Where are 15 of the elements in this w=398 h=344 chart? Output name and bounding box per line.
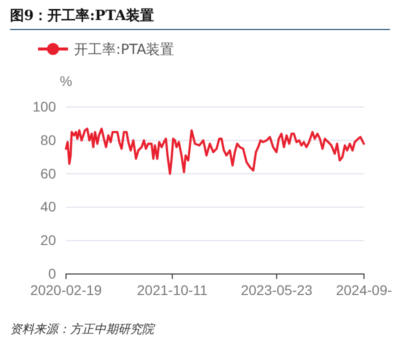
y-tick-label: 0 — [48, 265, 56, 282]
chart-title: 图9：开工率:PTA装置 — [10, 7, 154, 24]
text: 资料来源：方正中期研究院 — [10, 322, 156, 336]
y-tick-label: 100 — [32, 98, 56, 114]
line-series — [64, 128, 365, 175]
x-tick-label: 2021-10-11 — [137, 282, 208, 298]
x-tick-label: 2024-09- — [336, 282, 392, 298]
y-tick-label: 80 — [40, 132, 56, 148]
y-tick-label: 20 — [40, 232, 56, 248]
y-tick-label: 60 — [40, 165, 56, 182]
legend-label: 开工率:PTA装置 — [74, 42, 174, 58]
x-tick-label: 2020-02-19 — [30, 282, 102, 298]
x-tick-label: 2023-05-23 — [240, 282, 313, 298]
y-axis-title: % — [60, 73, 72, 89]
y-tick-label: 40 — [40, 198, 56, 215]
